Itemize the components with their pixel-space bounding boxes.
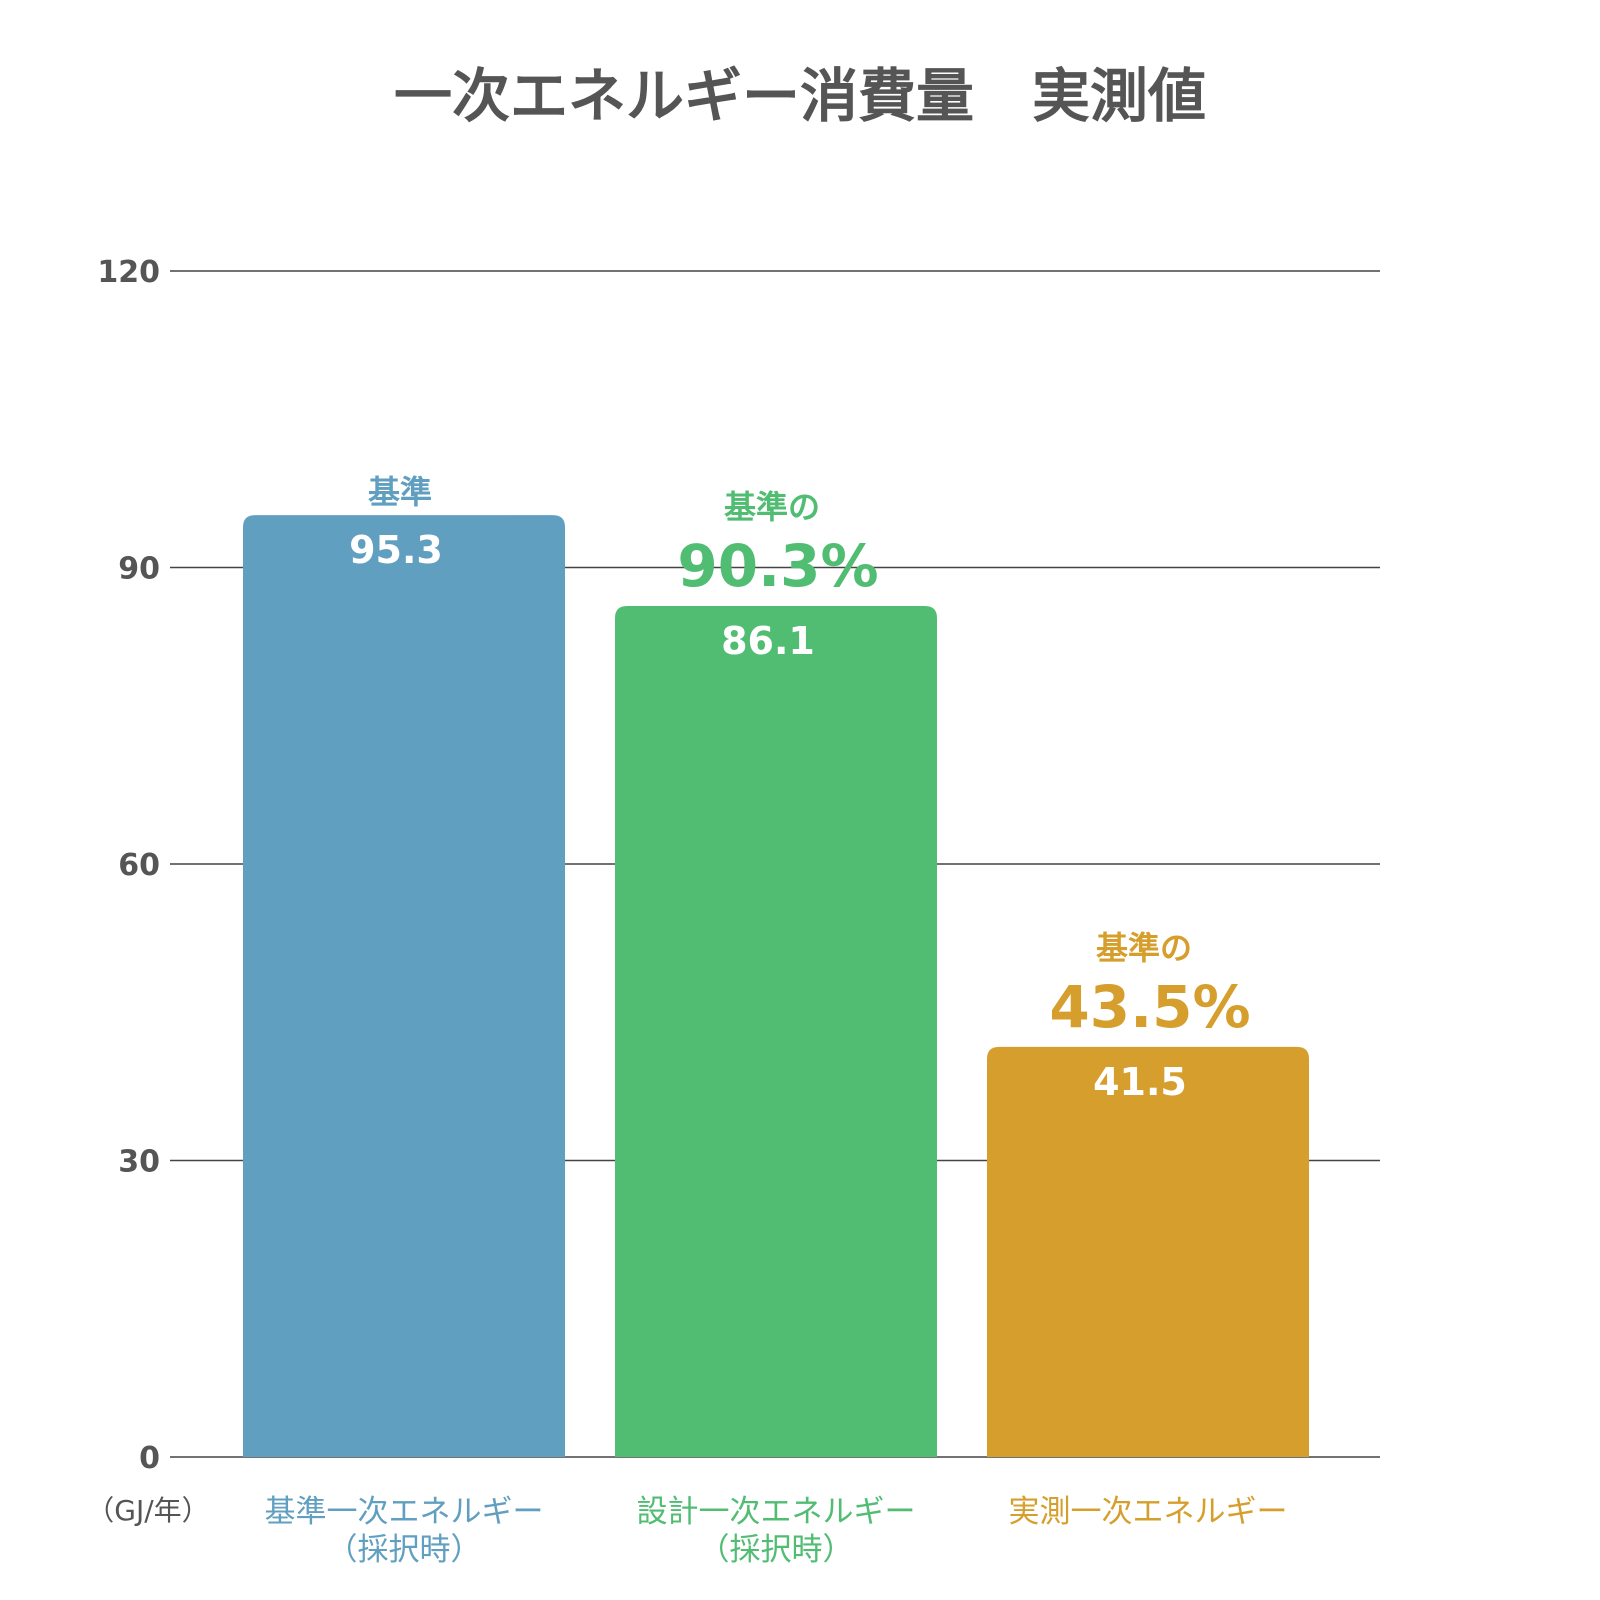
y-tick-label: 60 xyxy=(118,848,160,883)
x-category-label: 設計一次エネルギー xyxy=(637,1494,916,1530)
bar-value-label: 86.1 xyxy=(721,619,815,663)
labels: 95.3基準基準一次エネルギー（採択時）86.1基準の90.3%設計一次エネルギ… xyxy=(265,473,1288,1568)
x-category-label: （採択時） xyxy=(699,1532,854,1568)
y-tick-label: 120 xyxy=(97,255,160,290)
y-tick-label: 0 xyxy=(139,1441,160,1476)
x-category-label: 実測一次エネルギー xyxy=(1009,1494,1288,1530)
chart-title: 一次エネルギー消費量 実測値 xyxy=(394,62,1206,130)
y-tick-label: 30 xyxy=(118,1145,160,1180)
bar xyxy=(615,606,937,1457)
bars xyxy=(243,515,1309,1457)
y-axis-ticks: 0 30 60 90 120 xyxy=(97,255,160,1476)
bar xyxy=(243,515,565,1457)
bar xyxy=(987,1046,1309,1457)
bar-annotation: 基準の xyxy=(724,488,820,526)
x-category-label: （採択時） xyxy=(327,1532,482,1568)
bar-value-label: 41.5 xyxy=(1093,1060,1187,1104)
bar-annotation: 基準の xyxy=(1096,929,1192,967)
y-tick-label: 90 xyxy=(118,552,160,587)
y-unit-label: （GJ/年） xyxy=(86,1494,209,1527)
bar-percentage: 90.3% xyxy=(677,532,878,600)
x-category-label: 基準一次エネルギー xyxy=(265,1494,544,1530)
bar-annotation: 基準 xyxy=(368,473,432,511)
bar-value-label: 95.3 xyxy=(349,528,443,572)
bar-percentage: 43.5% xyxy=(1049,973,1250,1041)
